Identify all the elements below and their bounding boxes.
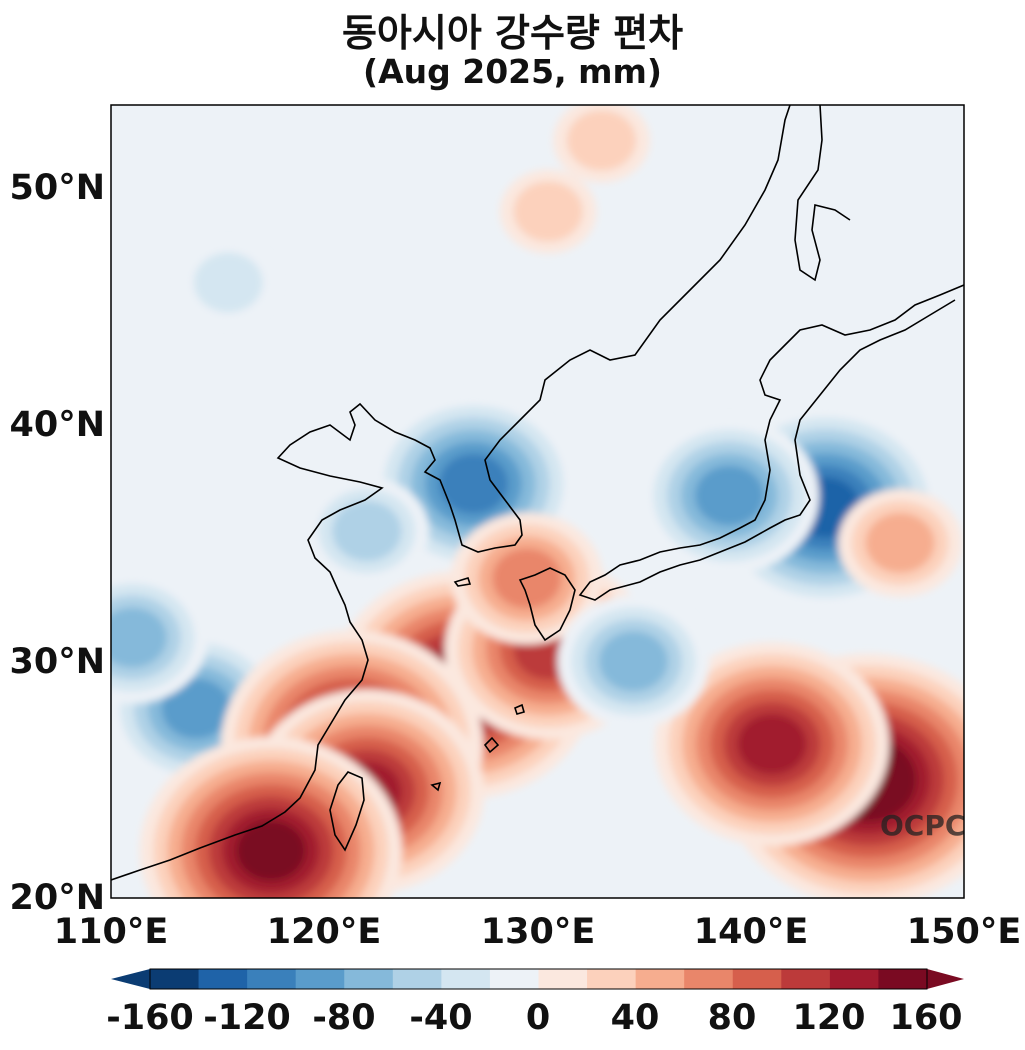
colorbar-tick-label: -120 — [203, 998, 291, 1038]
chart-title-line1: 동아시아 강수량 편차 — [341, 11, 684, 55]
colorbar — [111, 968, 964, 990]
colorbar-swatch — [392, 969, 442, 989]
colorbar-tick-label: -40 — [409, 998, 473, 1038]
anomaly-feature — [304, 477, 429, 586]
x-tick-label: 130°E — [480, 912, 596, 952]
colorbar-tick-label: 80 — [707, 998, 757, 1038]
anomaly-contour — [513, 181, 583, 242]
watermark-label: OCPC — [880, 809, 965, 842]
x-tick-label: 120°E — [266, 912, 382, 952]
anomaly-feature — [553, 105, 650, 183]
anomaly-contour — [111, 607, 167, 668]
colorbar-extend-min — [111, 969, 150, 989]
x-tick-label: 110°E — [53, 912, 169, 952]
anomaly-contour — [332, 501, 402, 562]
y-tick-label: 40°N — [9, 405, 106, 445]
colorbar-tick-label: 120 — [792, 998, 866, 1038]
colorbar-extend-max — [927, 969, 964, 989]
colorbar-tick-label: 0 — [525, 998, 551, 1038]
colorbar-swatch — [198, 969, 248, 989]
anomaly-feature — [654, 642, 890, 847]
anomaly-feature — [139, 736, 402, 898]
anomaly-feature — [557, 595, 710, 728]
anomaly-contour — [161, 678, 231, 739]
colorbar-swatch — [538, 969, 588, 989]
x-tick-label: 150°E — [906, 912, 1022, 952]
colorbar-swatch — [781, 969, 831, 989]
colorbar-swatch — [829, 969, 879, 989]
anomaly-feature — [639, 417, 820, 574]
colorbar-swatch — [344, 969, 394, 989]
colorbar-swatch — [489, 969, 539, 989]
anomaly-feature — [179, 240, 277, 325]
chart-title-line2: (Aug 2025, mm) — [363, 52, 662, 91]
colorbar-tick-label: 40 — [610, 998, 660, 1038]
x-tick-label: 140°E — [693, 912, 809, 952]
colorbar-tick-label: -80 — [312, 998, 376, 1038]
anomaly-feature — [499, 169, 597, 254]
anomaly-feature — [111, 571, 209, 704]
colorbar-tick-label: 160 — [889, 998, 963, 1038]
colorbar-swatch — [295, 969, 345, 989]
anomaly-contour — [439, 453, 509, 514]
anomaly-feature — [837, 488, 963, 597]
y-tick-label: 30°N — [9, 642, 106, 682]
anomaly-contour — [694, 465, 764, 526]
y-tick-label: 50°N — [9, 168, 106, 208]
colorbar-swatch — [150, 969, 200, 989]
colorbar-swatch — [247, 969, 297, 989]
colorbar-swatch — [732, 969, 782, 989]
coastlines — [111, 105, 964, 881]
anomaly-contour — [737, 714, 807, 775]
colorbar-swatch — [587, 969, 637, 989]
colorbar-swatch — [441, 969, 491, 989]
anomaly-contour — [598, 631, 668, 692]
anomaly-contour — [566, 110, 636, 171]
anomaly-contour — [236, 820, 306, 881]
map-frame — [110, 104, 965, 899]
anomaly-contour — [193, 252, 263, 313]
colorbar-tick-label: -160 — [106, 998, 194, 1038]
colorbar-swatch — [684, 969, 734, 989]
colorbar-swatch — [635, 969, 685, 989]
y-tick-label: 20°N — [9, 878, 106, 918]
anomaly-contour — [865, 512, 935, 573]
anomaly-field: OCPC — [111, 105, 965, 898]
colorbar-swatch — [878, 969, 928, 989]
